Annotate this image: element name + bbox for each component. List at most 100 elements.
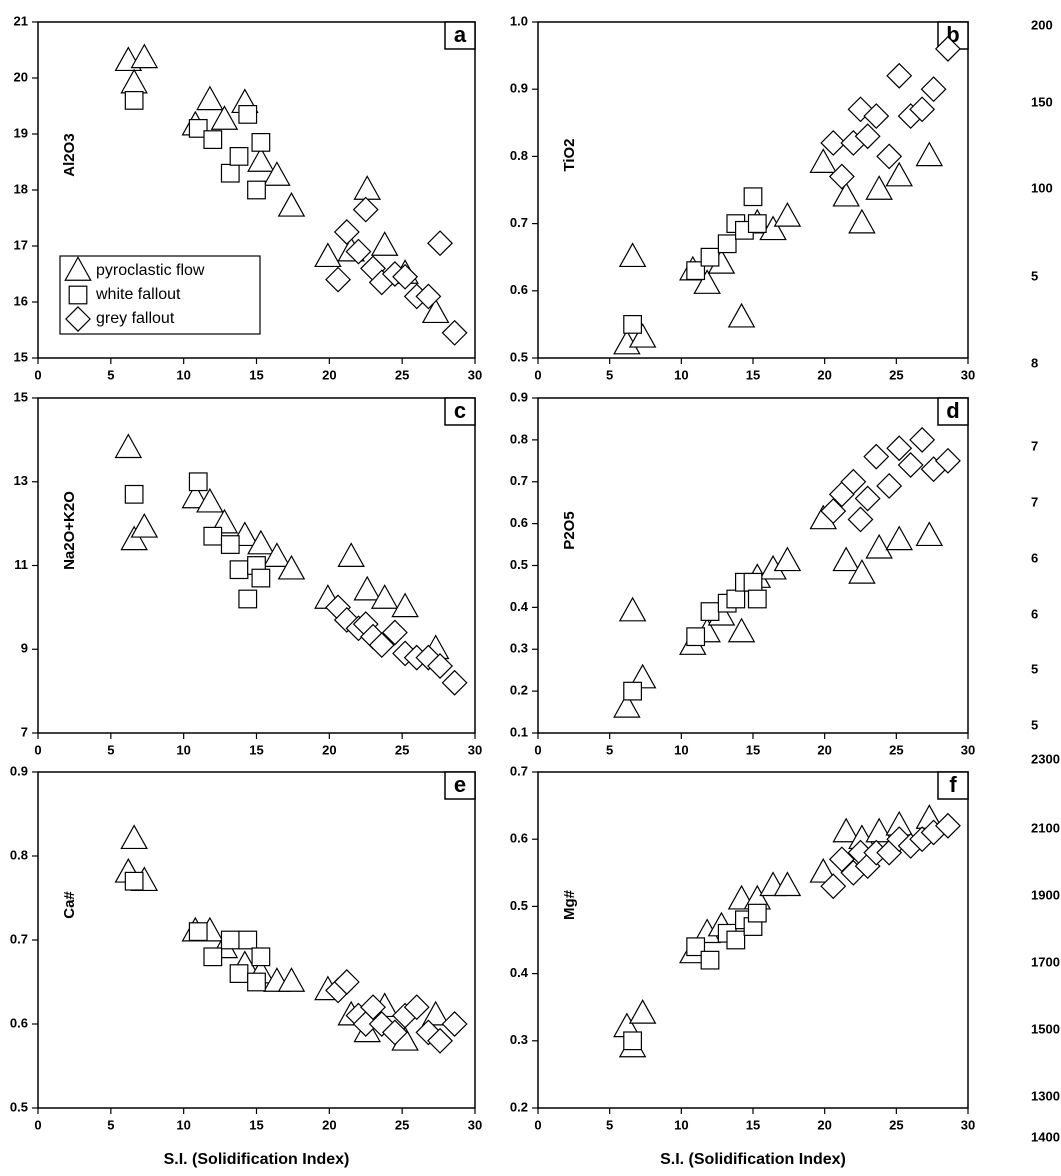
x-tick-label: 20: [817, 742, 831, 757]
point: [876, 472, 903, 499]
point: [251, 947, 271, 967]
y-tick-label: 17: [14, 237, 28, 252]
x-tick-label: 20: [817, 1117, 831, 1132]
x-tick-label: 0: [534, 742, 541, 757]
point: [854, 485, 881, 512]
point: [934, 812, 961, 839]
point: [124, 90, 144, 110]
point: [120, 525, 148, 551]
legend-marker: [68, 285, 88, 305]
y-tick-label: 0.9: [10, 763, 28, 778]
point: [333, 606, 360, 633]
y-tick-label: 21: [14, 13, 28, 28]
x-tick-label: 20: [322, 1117, 336, 1132]
y-axis-label: Ca#: [61, 891, 78, 919]
x-tick-label: 0: [34, 742, 41, 757]
x-axis-label: S.I. (Solidification Index): [660, 1151, 846, 1168]
point: [743, 572, 763, 592]
legend-label: pyroclastic flow: [96, 262, 205, 279]
x-tick-label: 15: [249, 742, 263, 757]
y-tick-label: 0.5: [510, 349, 528, 364]
legend-marker: [64, 256, 92, 281]
cropped-tick-label: 2100: [1031, 820, 1060, 835]
x-tick-label: 30: [468, 367, 482, 382]
point: [832, 546, 860, 572]
panel-label: a: [454, 22, 467, 47]
point: [747, 214, 767, 234]
point: [325, 266, 352, 293]
x-tick-label: 10: [176, 1117, 190, 1132]
point: [381, 619, 408, 646]
point: [886, 435, 913, 462]
y-tick-label: 16: [14, 293, 28, 308]
point: [277, 967, 306, 992]
x-tick-label: 15: [249, 367, 263, 382]
x-tick-label: 30: [961, 742, 975, 757]
point: [277, 191, 306, 217]
cropped-tick-label: 1700: [1031, 954, 1060, 969]
point: [847, 96, 874, 123]
x-tick-label: 25: [889, 367, 903, 382]
y-tick-label: 0.1: [510, 724, 528, 739]
y-tick-label: 0.4: [510, 599, 529, 614]
y-tick-label: 0.6: [10, 1015, 28, 1030]
legend-label: grey fallout: [96, 310, 175, 327]
point: [333, 969, 360, 995]
x-tick-label: 10: [674, 367, 688, 382]
point: [876, 143, 903, 170]
y-tick-label: 13: [14, 473, 28, 488]
legend-box: [59, 255, 261, 335]
x-tick-label: 15: [249, 1117, 263, 1132]
point: [229, 147, 249, 166]
point: [360, 994, 386, 1021]
y-tick-label: 0.6: [510, 515, 528, 530]
x-tick-label: 0: [534, 1117, 541, 1132]
panel-label: d: [946, 398, 959, 423]
point: [909, 426, 936, 453]
x-tick-label: 5: [107, 1117, 114, 1132]
point: [820, 130, 847, 156]
x-tick-label: 5: [606, 367, 613, 382]
point: [885, 161, 913, 187]
cropped-tick-label: 7: [1031, 494, 1038, 509]
point: [915, 521, 944, 547]
point: [885, 525, 913, 551]
cropped-tick-label: 6: [1031, 550, 1038, 565]
point: [392, 263, 419, 290]
panel-label-box: [937, 397, 969, 426]
y-tick-label: 0.8: [510, 148, 528, 163]
point: [130, 43, 159, 69]
point: [700, 602, 720, 621]
point: [897, 452, 924, 478]
x-tick-label: 25: [395, 742, 409, 757]
y-axis-label: Mg#: [561, 889, 578, 920]
point: [618, 242, 647, 268]
point: [848, 208, 876, 234]
x-tick-label: 30: [961, 1117, 975, 1132]
point: [370, 584, 399, 609]
point: [415, 283, 442, 310]
y-tick-label: 11: [14, 557, 28, 572]
x-tick-label: 5: [107, 742, 114, 757]
point: [220, 930, 240, 950]
point: [820, 873, 847, 900]
cropped-tick-label: 7: [1031, 438, 1038, 453]
point: [333, 219, 360, 245]
y-tick-label: 7: [21, 724, 28, 739]
x-tick-label: 5: [606, 1117, 613, 1132]
point: [130, 512, 159, 538]
point: [865, 175, 893, 200]
point: [700, 950, 720, 970]
point: [238, 104, 258, 124]
point: [832, 817, 860, 843]
point: [421, 1000, 450, 1026]
y-tick-label: 0.7: [510, 763, 528, 778]
cropped-tick-label: 1500: [1031, 1021, 1060, 1036]
point: [700, 247, 720, 267]
point: [820, 498, 847, 525]
cropped-tick-label: 200: [1031, 17, 1053, 32]
point: [854, 123, 881, 150]
point: [247, 972, 266, 992]
point: [909, 96, 936, 123]
x-tick-label: 30: [468, 742, 482, 757]
